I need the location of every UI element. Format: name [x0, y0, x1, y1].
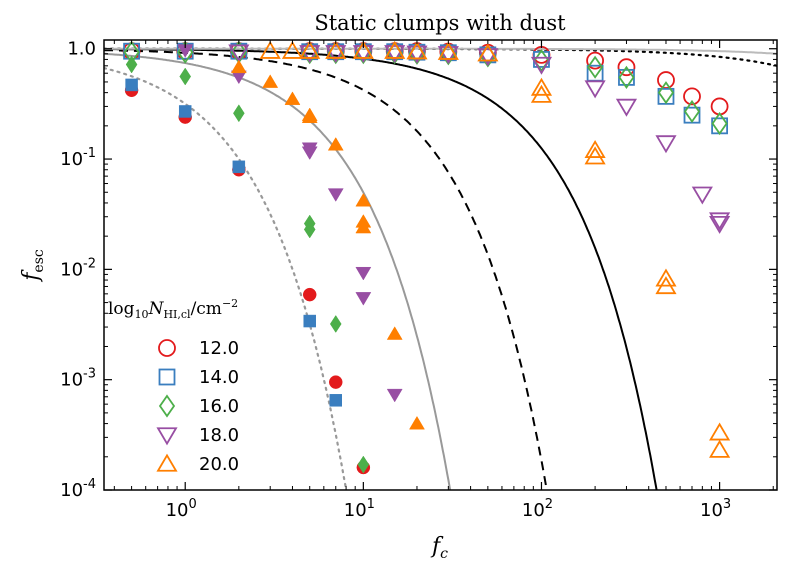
- y-tick-label: 10-4: [60, 477, 96, 501]
- x-tick-label: 100: [166, 497, 197, 521]
- data-point-open: [406, 41, 428, 60]
- data-point-filled: [409, 415, 425, 430]
- data-point-filled: [302, 287, 317, 302]
- x-tick-label: 101: [344, 497, 375, 521]
- data-markers: [122, 40, 731, 475]
- data-point-filled: [303, 220, 316, 239]
- data-point-filled: [327, 137, 344, 151]
- legend-entry-label: 14.0: [199, 367, 239, 388]
- data-point-filled: [233, 104, 245, 123]
- data-point-filled: [329, 394, 343, 407]
- y-axis-label: fesc: [19, 249, 47, 283]
- model-curve-4: [104, 48, 658, 490]
- y-tick-label: 10-2: [60, 256, 96, 280]
- data-point-open: [299, 40, 321, 59]
- data-point-open: [709, 212, 731, 231]
- data-point-open: [477, 48, 499, 67]
- legend-entry-label: 20.0: [199, 454, 239, 475]
- data-point-filled: [232, 160, 246, 174]
- legend-marker: [158, 394, 176, 418]
- data-point-open: [711, 111, 728, 136]
- legend-entry-label: 16.0: [199, 396, 239, 417]
- legend-marker: [158, 339, 176, 357]
- data-point-open: [657, 81, 675, 105]
- data-point-open: [352, 40, 374, 59]
- data-point-filled: [386, 388, 403, 403]
- data-point-open: [228, 44, 250, 63]
- data-point-open: [584, 139, 606, 158]
- data-point-filled: [284, 91, 301, 105]
- data-point-open: [655, 135, 677, 154]
- data-point-filled: [125, 55, 138, 74]
- data-point-filled: [230, 59, 247, 74]
- legend-marker: [156, 427, 178, 446]
- data-point-open: [530, 84, 553, 103]
- data-point-filled: [179, 67, 192, 86]
- data-point-open: [584, 80, 606, 99]
- chart-title: Static clumps with dust: [314, 11, 566, 35]
- data-point-open: [325, 40, 347, 59]
- legend: log10NHI,cl/cm−2 12.0 14.0 16.0 18.0 20.0: [108, 297, 239, 475]
- data-point-open: [615, 98, 638, 117]
- data-point-open: [586, 51, 604, 70]
- data-point-open: [655, 276, 677, 295]
- data-point-open: [437, 41, 459, 60]
- data-point-open: [281, 40, 304, 59]
- data-point-open: [655, 268, 677, 287]
- x-axis-label: fc: [430, 534, 448, 562]
- data-point-filled: [262, 74, 279, 88]
- legend-marker: [156, 453, 178, 472]
- data-point-open: [586, 55, 604, 79]
- data-point-open: [709, 439, 731, 458]
- y-tick-label: 1.0: [67, 39, 96, 60]
- data-point-open: [406, 45, 428, 64]
- data-point-open: [709, 422, 731, 441]
- data-point-filled: [178, 105, 192, 118]
- axes: 100 101 102 103 10-4 10-3 10-2 10-1 1.0: [60, 39, 778, 521]
- data-point-open: [437, 46, 459, 65]
- data-point-open: [709, 215, 731, 234]
- data-point-open: [691, 186, 713, 205]
- data-point-open: [259, 40, 281, 59]
- data-point-open: [657, 71, 675, 89]
- data-point-filled: [355, 219, 372, 234]
- data-point-open: [384, 40, 406, 59]
- model-curve-2: [104, 52, 452, 490]
- legend-marker: [158, 368, 176, 386]
- data-point-open: [384, 45, 406, 64]
- data-point-filled: [301, 109, 318, 123]
- data-point-filled: [303, 314, 316, 328]
- data-point-filled: [355, 292, 372, 306]
- x-tick-label: 103: [700, 497, 731, 521]
- x-tick-label: 102: [522, 497, 553, 521]
- data-point-open: [683, 87, 701, 106]
- data-point-open: [618, 65, 635, 89]
- data-point-open: [683, 99, 701, 124]
- data-point-open: [530, 77, 553, 96]
- data-point-filled: [357, 455, 370, 474]
- legend-title: log10NHI,cl/cm−2: [108, 297, 238, 321]
- data-point-filled: [327, 188, 344, 202]
- model-curve-3: [104, 49, 548, 490]
- data-point-open: [325, 45, 347, 64]
- y-tick-label: 10-3: [60, 367, 96, 391]
- data-point-filled: [355, 266, 372, 281]
- data-point-filled: [386, 326, 403, 340]
- y-tick-label: 10-1: [60, 146, 96, 170]
- data-point-open: [123, 40, 140, 64]
- plot-frame: [103, 39, 778, 491]
- data-point-open: [584, 146, 606, 165]
- data-point-open: [530, 56, 553, 75]
- data-point-open: [477, 43, 499, 62]
- data-point-filled: [355, 192, 372, 207]
- data-point-open: [299, 45, 321, 64]
- legend-entry-label: 12.0: [199, 338, 239, 359]
- data-point-open: [617, 58, 636, 77]
- data-point-filled: [329, 314, 342, 333]
- legend-entry-label: 18.0: [199, 425, 239, 446]
- data-point-filled: [329, 375, 343, 389]
- data-point-filled: [301, 146, 318, 160]
- data-point-filled: [125, 78, 138, 92]
